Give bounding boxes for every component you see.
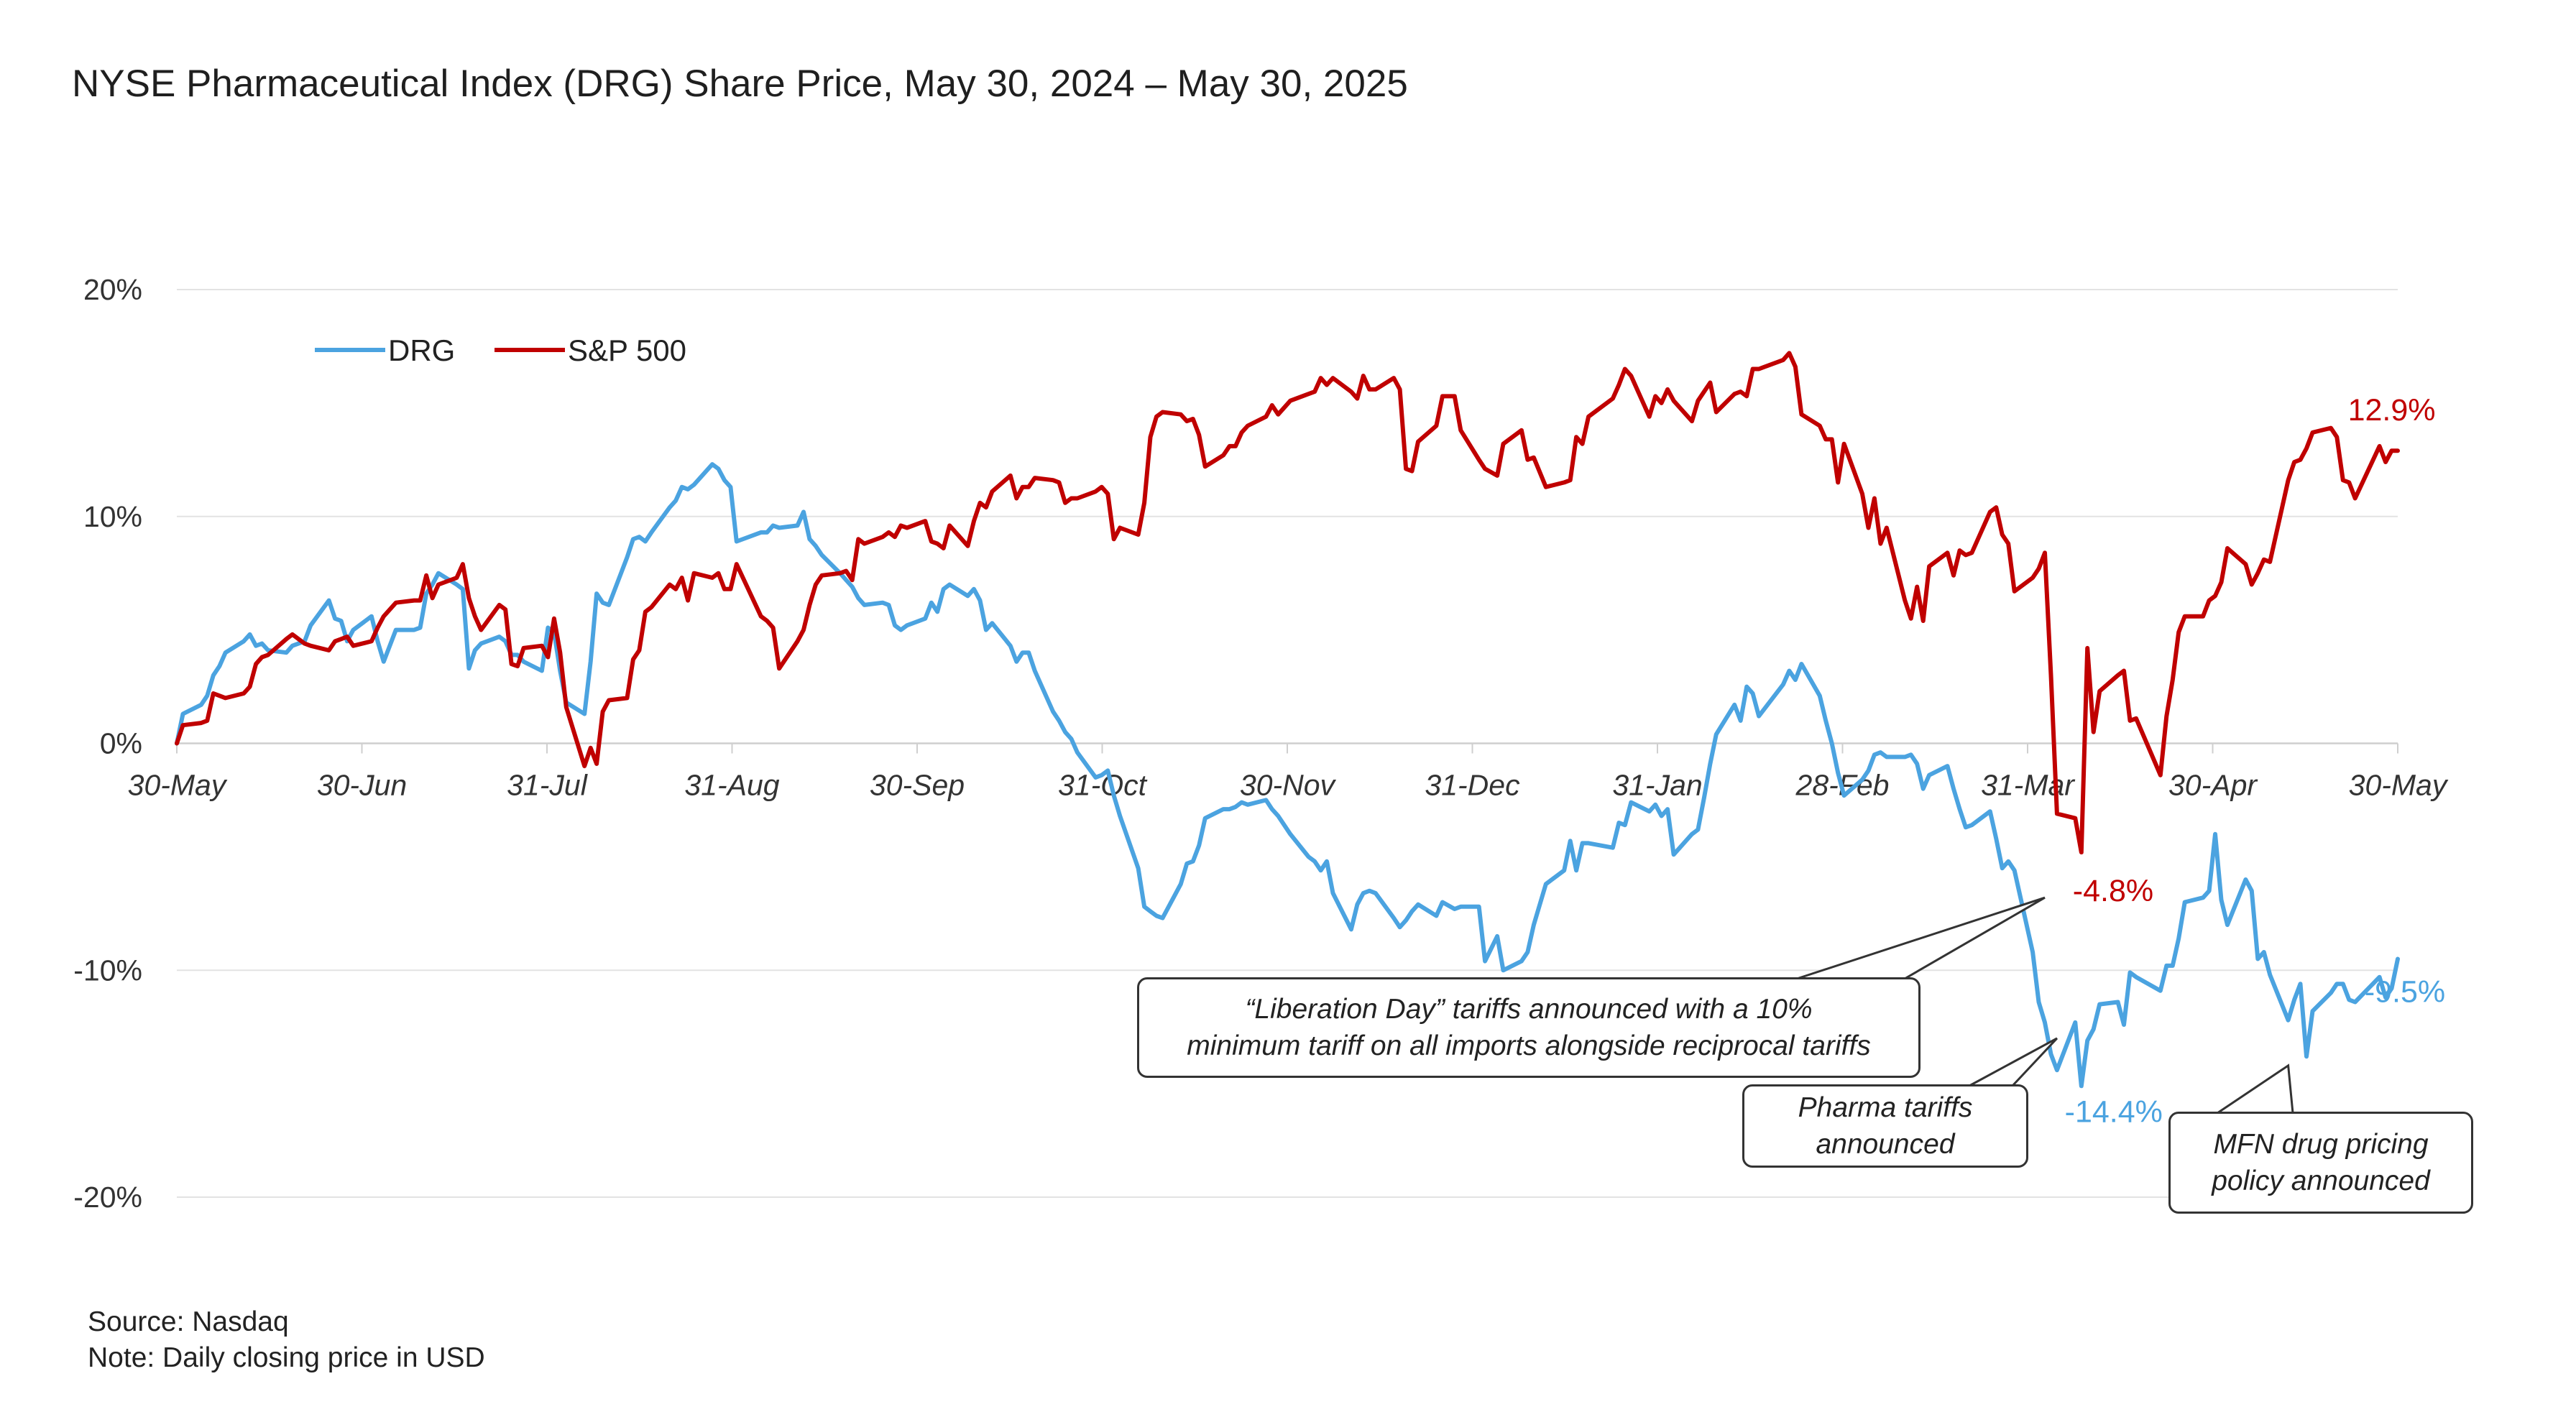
- gridlines: [177, 289, 2398, 1198]
- series-lines: [175, 351, 2400, 1089]
- x-tick-label: 31-Jul: [507, 769, 589, 802]
- callout-text-line: announced: [1816, 1129, 1955, 1160]
- axes: 20% 10% 0% -10% -20% 30-May 30-Jun 31-Jul 31-Aug…: [73, 273, 2449, 1214]
- x-tick-label: 31-Dec: [1425, 769, 1520, 802]
- callout-text-line: Pharma tariffs: [1798, 1092, 1973, 1123]
- callout-text-line: “Liberation Day” tariffs announced with …: [1245, 994, 1813, 1025]
- footer-note: Note: Daily closing price in USD: [88, 1342, 485, 1373]
- callout-text-line: MFN drug pricing: [2213, 1129, 2429, 1160]
- callout-text-line: policy announced: [2212, 1166, 2430, 1196]
- data-labels: 12.9% -4.8% -14.4% -9.5%: [2065, 393, 2446, 1129]
- x-tick-label: 30-Apr: [2168, 769, 2258, 802]
- callout-pharma-tariffs: Pharma tariffs announced: [1742, 1084, 2028, 1168]
- callout-pointer: [2214, 1063, 2294, 1115]
- y-tick-label: 0%: [100, 727, 142, 760]
- callout-pointers: [1796, 896, 2294, 1115]
- data-label: -14.4%: [2065, 1094, 2163, 1129]
- x-tick-label: 30-Jun: [317, 769, 407, 802]
- legend-label: DRG: [388, 333, 455, 367]
- callout-liberation-day: “Liberation Day” tariffs announced with …: [1137, 977, 1920, 1078]
- x-tick-label: 30-May: [128, 769, 228, 802]
- x-tick-label: 31-Jan: [1612, 769, 1702, 802]
- y-tick-label: -20%: [73, 1181, 142, 1214]
- footer-source: Source: Nasdaq: [88, 1306, 289, 1337]
- data-label: 12.9%: [2348, 393, 2436, 428]
- legend-label: S&P 500: [568, 333, 686, 367]
- x-tick-label: 31-Mar: [1981, 769, 2076, 802]
- callout-mfn-policy: MFN drug pricing policy announced: [2168, 1112, 2473, 1214]
- data-label: -9.5%: [2365, 974, 2445, 1009]
- callout-pointer: [1969, 1037, 2058, 1087]
- x-tick-label: 30-Sep: [870, 769, 965, 802]
- chart-title: NYSE Pharmaceutical Index (DRG) Share Pr…: [72, 63, 1408, 105]
- y-tick-label: 10%: [83, 500, 142, 533]
- callout-text-line: minimum tariff on all imports alongside …: [1187, 1030, 1871, 1061]
- series-line-s-p-500: [175, 351, 2400, 855]
- legend: DRG S&P 500: [315, 333, 686, 367]
- x-tick-label: 30-May: [2349, 769, 2449, 802]
- x-tick-label: 31-Aug: [684, 769, 779, 802]
- y-tick-label: -10%: [73, 954, 142, 987]
- x-tick-label: 30-Nov: [1240, 769, 1337, 802]
- y-tick-label: 20%: [83, 273, 142, 306]
- data-label: -4.8%: [2073, 874, 2153, 908]
- callout-pointer: [1796, 896, 2046, 980]
